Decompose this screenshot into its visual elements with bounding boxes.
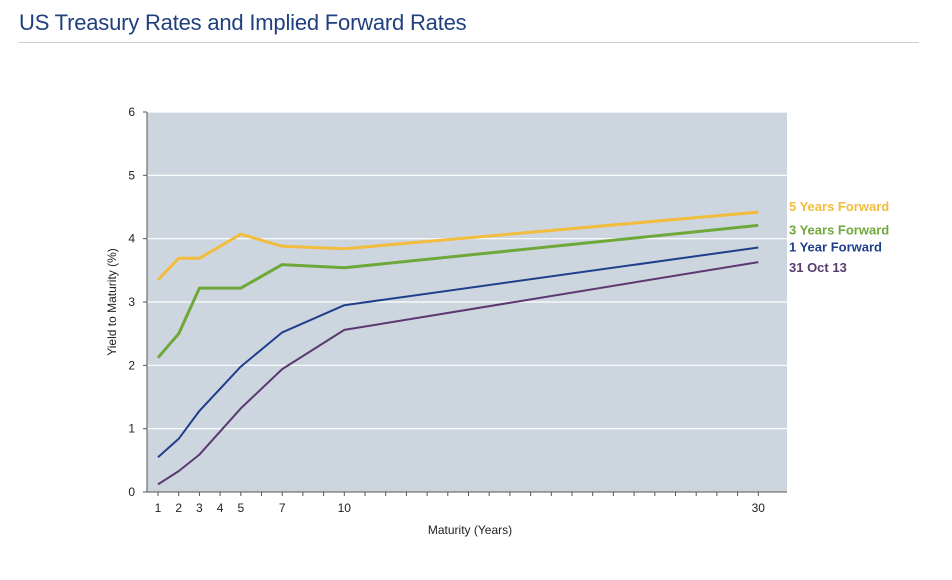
series-labels: 5 Years Forward 3 Years Forward 1 Year For… — [789, 199, 889, 275]
x-tick-label: 5 — [237, 501, 244, 515]
page-title: US Treasury Rates and Implied Forward Ra… — [19, 10, 467, 35]
series-line-2 — [157, 246, 759, 458]
y-tick-label: 3 — [128, 295, 135, 309]
y-tick-label: 1 — [128, 422, 135, 436]
y-tick-label: 2 — [128, 358, 135, 372]
y-axis-title: Yield to Maturity (%) — [105, 248, 119, 356]
x-tick-label: 7 — [279, 501, 286, 515]
x-axis-title: Maturity (Years) — [428, 523, 512, 537]
series-label-2: 1 Year Forward — [789, 240, 882, 255]
y-tick-label: 6 — [128, 105, 135, 119]
series-line-1 — [156, 223, 759, 359]
x-tick-label: 30 — [752, 501, 766, 515]
y-tick-label: 4 — [128, 232, 135, 246]
x-tick-label: 2 — [175, 501, 182, 515]
x-tick-label: 10 — [338, 501, 352, 515]
y-tick-label: 0 — [128, 485, 135, 499]
series-line-0 — [156, 210, 759, 281]
series-label-3: 31 Oct 13 — [789, 260, 847, 275]
x-tick-label: 4 — [217, 501, 224, 515]
series-lines — [156, 210, 759, 486]
series-label-1: 3 Years Forward — [789, 222, 889, 237]
x-tick-label: 1 — [155, 501, 162, 515]
x-tick-label: 3 — [196, 501, 203, 515]
series-label-0: 5 Years Forward — [789, 199, 889, 214]
series-line-3 — [157, 261, 759, 486]
title-divider — [19, 42, 919, 43]
y-tick-label: 5 — [128, 168, 135, 182]
